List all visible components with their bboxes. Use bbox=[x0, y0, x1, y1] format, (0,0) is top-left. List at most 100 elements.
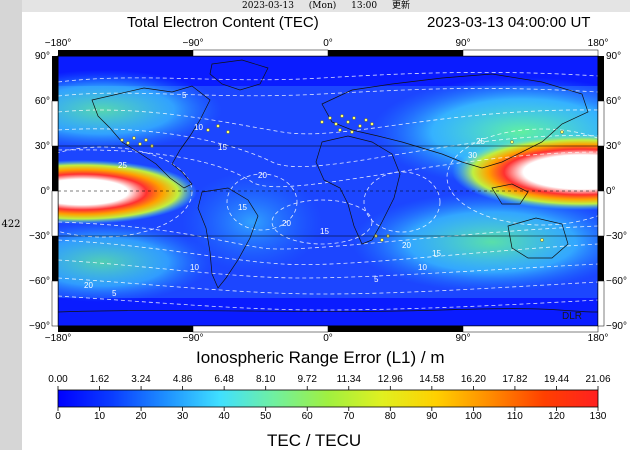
colorbar-unit-label: TEC / TECU bbox=[267, 431, 362, 450]
lat-tick-right: 30° bbox=[606, 141, 622, 152]
contour-label: 5 bbox=[112, 289, 117, 298]
tec-label: 60 bbox=[301, 411, 313, 422]
frame-segment bbox=[58, 326, 193, 332]
right-frame-bar bbox=[597, 56, 605, 327]
tec-label: 90 bbox=[426, 411, 438, 422]
top-frame-bar bbox=[58, 49, 599, 57]
range-error-label: 17.82 bbox=[502, 374, 528, 385]
greenland-outline bbox=[209, 59, 269, 91]
top-date: 2023-03-13 bbox=[242, 1, 294, 11]
range-error-label: 8.10 bbox=[255, 374, 276, 385]
frame-segment bbox=[58, 50, 193, 56]
contour-line bbox=[58, 239, 598, 266]
frame-segment bbox=[52, 56, 58, 101]
tec-heatmap: 5 10 15 20 25 30 20 15 10 5 20 15 25 10 … bbox=[58, 56, 598, 326]
station-dot bbox=[364, 118, 368, 122]
north-america-outline bbox=[91, 85, 211, 189]
tec-label: 100 bbox=[465, 411, 482, 422]
contour-label: 25 bbox=[476, 137, 485, 146]
contour-label: 10 bbox=[190, 263, 199, 272]
contour-line bbox=[58, 87, 598, 97]
station-dot bbox=[346, 120, 350, 124]
tec-label: 120 bbox=[548, 411, 565, 422]
lon-tick-bottom: 180° bbox=[587, 333, 609, 344]
left-frame-bar bbox=[51, 56, 59, 327]
green-band-sw bbox=[58, 222, 212, 302]
frame-segment bbox=[192, 325, 329, 333]
station-dot bbox=[510, 140, 514, 144]
frame-segment bbox=[52, 236, 58, 281]
station-dot bbox=[358, 124, 362, 128]
lat-tick-right: 0° bbox=[606, 186, 616, 197]
lat-tick-left: −60° bbox=[29, 276, 50, 287]
frame-segment bbox=[462, 325, 599, 333]
station-dot bbox=[352, 116, 356, 120]
contour-line bbox=[58, 295, 598, 311]
lat-tick-left: 30° bbox=[34, 141, 50, 152]
colorbar bbox=[57, 389, 599, 408]
frame-segment bbox=[598, 56, 604, 101]
top-day: (Mon) bbox=[308, 1, 337, 11]
frame-segment bbox=[462, 49, 599, 57]
map-timestamp: 2023-03-13 04:00:00 UT bbox=[427, 14, 591, 31]
contour-line bbox=[58, 221, 598, 250]
frame-segment bbox=[51, 190, 59, 237]
tec-plot-figure: Total Electron Content (TEC) 2023-03-13 … bbox=[22, 12, 630, 450]
green-band-nw bbox=[58, 70, 222, 150]
range-error-label: 4.86 bbox=[172, 374, 193, 385]
range-error-label: 0.00 bbox=[48, 374, 68, 385]
contour-labels: 5 10 15 20 25 30 20 15 10 5 20 15 25 10 … bbox=[84, 91, 485, 298]
antarctica-outline bbox=[58, 308, 598, 313]
indonesia-outline bbox=[491, 183, 529, 205]
station-dot bbox=[340, 114, 344, 118]
lat-tick-left: −90° bbox=[29, 321, 50, 332]
contour-label: 15 bbox=[238, 203, 247, 212]
lon-tick-bottom: −180° bbox=[44, 333, 72, 344]
tec-label: 30 bbox=[177, 411, 189, 422]
lon-tick-top: −90° bbox=[182, 38, 204, 49]
frame-segment bbox=[192, 49, 329, 57]
dlr-credit: DLR bbox=[562, 311, 583, 322]
contour-label: 25 bbox=[118, 161, 127, 170]
polar-south-band bbox=[58, 298, 598, 326]
top-timestamp-bar: 2023-03-13 (Mon) 13:00 更新 bbox=[22, 0, 630, 12]
contour-label: 20 bbox=[402, 241, 411, 250]
range-error-label: 1.62 bbox=[89, 374, 110, 385]
contour-line bbox=[58, 146, 193, 238]
lat-tick-right: −60° bbox=[606, 276, 627, 287]
contour-label: 20 bbox=[258, 171, 267, 180]
contour-label: 10 bbox=[418, 263, 427, 272]
station-dot bbox=[138, 142, 142, 146]
range-error-label: 21.06 bbox=[585, 374, 611, 385]
tec-map-svg: 5 10 15 20 25 30 20 15 10 5 20 15 25 10 … bbox=[51, 49, 605, 411]
contour-line bbox=[58, 277, 598, 295]
station-dot bbox=[132, 136, 136, 140]
frame-segment bbox=[51, 280, 59, 327]
frame-segment bbox=[597, 100, 605, 147]
contour-label: 30 bbox=[468, 151, 477, 160]
station-dot bbox=[320, 120, 324, 124]
contour-label: 10 bbox=[194, 123, 203, 132]
tec-label: 130 bbox=[589, 411, 607, 422]
lat-tick-right: 90° bbox=[606, 51, 622, 62]
bottom-frame-bar bbox=[58, 325, 599, 333]
station-dot bbox=[126, 141, 130, 145]
contour-label: 5 bbox=[182, 91, 187, 100]
station-dot bbox=[334, 122, 338, 126]
range-error-label: 3.24 bbox=[131, 374, 151, 385]
range-error-label: 11.34 bbox=[336, 374, 361, 385]
lat-tick-right: 60° bbox=[606, 96, 622, 107]
refresh-link[interactable]: 更新 bbox=[391, 1, 410, 11]
station-dot bbox=[206, 128, 210, 132]
contour-label: 15 bbox=[432, 249, 441, 258]
eurasia-outline bbox=[321, 73, 589, 169]
station-dot bbox=[338, 128, 342, 132]
tec-label: 40 bbox=[218, 411, 230, 422]
lat-tick-left: −30° bbox=[29, 231, 50, 242]
range-error-label: 14.58 bbox=[419, 374, 445, 385]
australia-outline bbox=[507, 217, 569, 259]
range-error-label: 6.48 bbox=[214, 374, 234, 385]
range-error-label: 16.20 bbox=[460, 374, 486, 385]
tec-contours bbox=[58, 71, 598, 311]
lon-tick-top: 90° bbox=[455, 38, 471, 49]
